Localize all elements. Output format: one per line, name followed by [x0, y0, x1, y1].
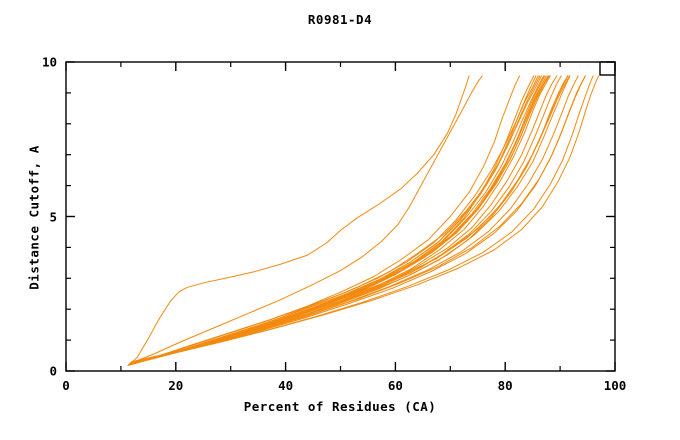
x-tick-label: 60 — [387, 378, 403, 393]
curve-model-14 — [131, 75, 558, 363]
x-tick-label: 100 — [603, 378, 627, 393]
x-axis-label: Percent of Residues (CA) — [243, 399, 437, 414]
curve-model-19 — [128, 75, 571, 365]
curve-model-17 — [129, 75, 562, 365]
curve-model-02 — [130, 75, 483, 364]
curve-model-13 — [128, 75, 549, 365]
curve-model-03 — [128, 75, 520, 365]
curve-model-10 — [129, 75, 547, 365]
curve-model-07 — [127, 75, 539, 366]
data-curves — [127, 75, 600, 366]
legend-box — [599, 61, 616, 76]
y-tick-label: 5 — [49, 209, 57, 224]
curve-model-09 — [128, 75, 545, 366]
curve-model-23 — [129, 75, 586, 365]
curve-model-01 — [128, 75, 470, 366]
x-tick-label: 20 — [168, 378, 184, 393]
curve-model-24 — [129, 75, 594, 364]
curve-model-04 — [129, 75, 537, 365]
curve-model-15 — [127, 75, 542, 366]
y-tick-label: 0 — [49, 363, 57, 379]
curve-model-05 — [128, 75, 535, 366]
y-tick-label: 10 — [41, 54, 57, 70]
curve-model-25 — [130, 75, 600, 363]
x-tick-label: 80 — [497, 378, 513, 393]
x-tick-label: 40 — [278, 378, 294, 393]
curve-model-26 — [128, 75, 570, 366]
legend-placeholder-box — [599, 61, 616, 76]
x-tick-label: 0 — [62, 378, 70, 393]
curve-model-06 — [129, 75, 546, 364]
chart-title: R0981-D4 — [307, 12, 373, 27]
curve-model-21 — [128, 75, 569, 366]
